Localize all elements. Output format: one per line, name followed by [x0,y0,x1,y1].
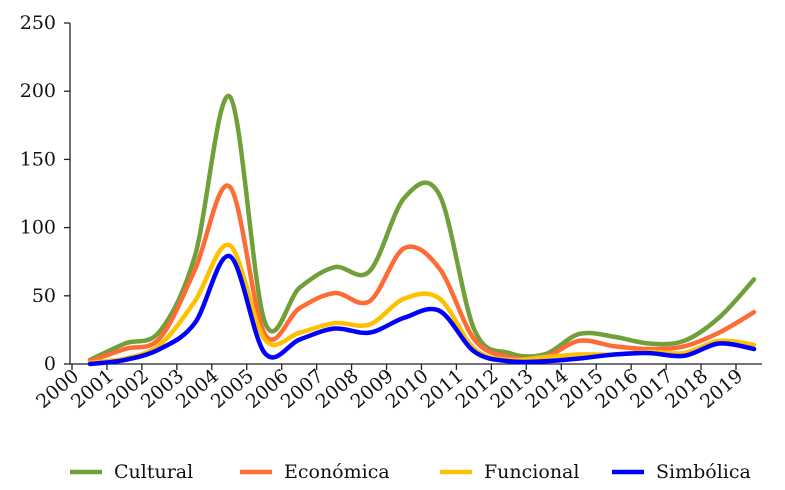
series-line-simbolica [87,253,757,367]
y-tick-label: 150 [20,148,56,170]
legend-item-funcional: Funcional [440,461,579,483]
y-tick-label: 250 [20,12,56,34]
legend-label: Económica [284,461,390,483]
legend: Cultural Económica Funcional Simbólica [70,461,751,483]
ticks-layer: 0501001502002502000200120022003200420052… [20,12,747,413]
legend-item-cultural: Cultural [70,461,193,483]
legend-label: Simbólica [656,461,751,483]
legend-label: Funcional [484,461,579,483]
series-layer [87,94,757,367]
y-tick-label: 50 [32,285,56,307]
legend-item-simbolica: Simbólica [612,461,751,483]
series-line-economica [87,183,757,364]
y-tick-label: 0 [44,353,56,375]
y-tick-label: 200 [20,80,56,102]
legend-item-economica: Económica [240,461,390,483]
y-tick-label: 100 [20,217,56,239]
axes [69,23,762,365]
legend-label: Cultural [114,461,193,483]
series-line-cultural [87,94,757,363]
